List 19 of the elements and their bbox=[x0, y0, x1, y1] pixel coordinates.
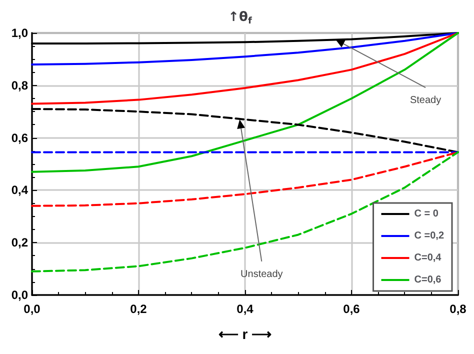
annotation: Unsteady bbox=[240, 268, 283, 280]
legend-label: C =0,2 bbox=[414, 230, 444, 242]
x-tick-label: 0,8 bbox=[450, 302, 467, 316]
legend-label: C=0,6 bbox=[414, 274, 442, 286]
line-series bbox=[31, 151, 459, 207]
y-tick-label: 0,6 bbox=[11, 130, 28, 145]
y-tick-label: 1,0 bbox=[11, 26, 28, 40]
legend-label: C = 0 bbox=[414, 208, 439, 220]
x-tick-label: 0,4 bbox=[236, 302, 254, 316]
x-axis-title: ⟵ r ⟶ bbox=[218, 326, 272, 342]
x-tick-label: 0,2 bbox=[130, 302, 148, 316]
x-tick-label: 0,6 bbox=[343, 302, 360, 316]
y-tick-label: 0,2 bbox=[11, 236, 28, 250]
y-tick-label: 0,0 bbox=[11, 288, 28, 302]
legend-label: C=0,4 bbox=[414, 252, 442, 264]
x-tick-label: 0,0 bbox=[24, 302, 41, 316]
y-tick-label: 0,4 bbox=[11, 183, 28, 198]
y-tick-label: 0,8 bbox=[11, 78, 28, 92]
annotation: Steady bbox=[410, 95, 442, 106]
